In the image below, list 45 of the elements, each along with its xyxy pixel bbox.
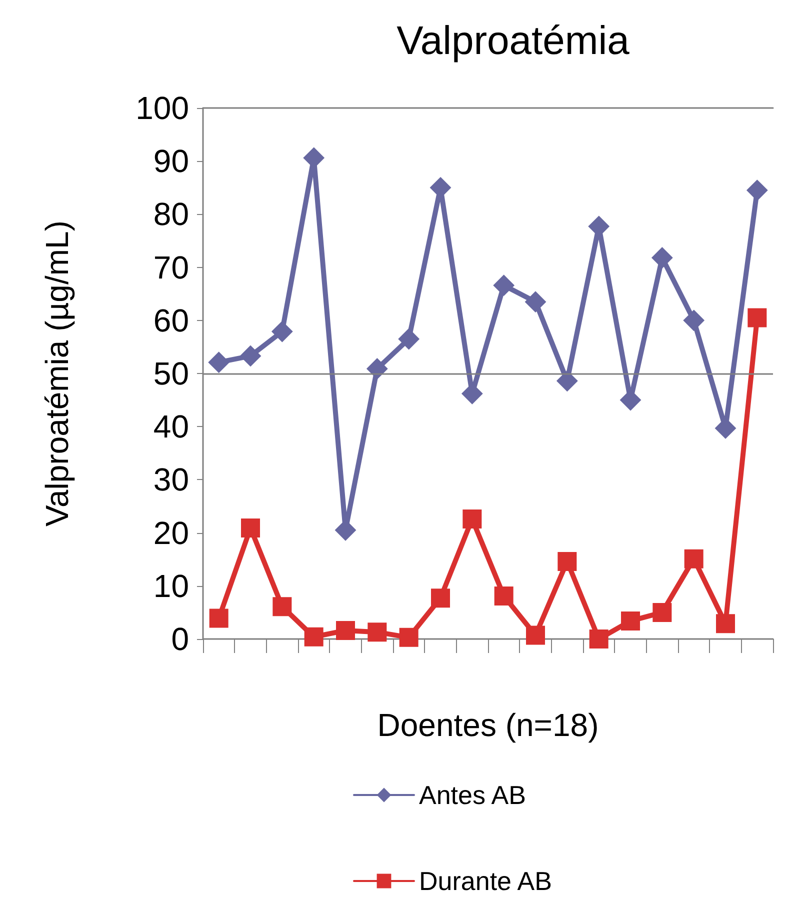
point <box>621 611 640 630</box>
point <box>746 180 768 201</box>
y-tick-label: 40 <box>153 408 189 445</box>
point <box>240 345 261 366</box>
point <box>366 358 388 380</box>
y-tick-label: 20 <box>153 514 189 551</box>
point <box>336 621 355 640</box>
point <box>368 622 387 642</box>
x-axis-title: Doentes (n=18) <box>377 707 599 743</box>
point <box>716 614 735 634</box>
point <box>272 321 293 342</box>
point <box>304 627 324 646</box>
y-tick-label: 10 <box>153 568 189 604</box>
point <box>493 274 514 296</box>
point <box>684 549 704 568</box>
chart-title: Valproatémia <box>396 19 630 63</box>
y-tick-label: 0 <box>171 621 189 657</box>
point <box>748 308 767 328</box>
y-tick-label: 50 <box>153 356 189 392</box>
point <box>558 552 577 571</box>
point <box>462 509 482 528</box>
point <box>272 597 292 616</box>
point <box>399 628 418 647</box>
y-tick-label: 100 <box>136 90 189 126</box>
point <box>431 588 450 608</box>
point <box>208 352 230 373</box>
point <box>209 608 228 628</box>
y-tick-label: 30 <box>153 462 189 498</box>
point <box>241 518 260 538</box>
y-tick-label: 60 <box>153 302 189 338</box>
legend-label: Durante AB <box>419 866 552 896</box>
y-tick-label: 80 <box>153 196 189 232</box>
point <box>398 328 420 350</box>
point <box>526 626 545 645</box>
point <box>556 370 578 392</box>
y-tick-label: 70 <box>153 249 189 286</box>
point <box>683 310 704 331</box>
y-tick-label: 90 <box>153 143 189 180</box>
y-axis-title: Valproatémia (µg/mL) <box>39 220 75 526</box>
point <box>652 602 672 622</box>
point <box>525 291 546 312</box>
point <box>652 247 673 268</box>
point <box>494 586 514 606</box>
point <box>589 630 608 648</box>
legend-label: Antes AB <box>419 780 526 810</box>
